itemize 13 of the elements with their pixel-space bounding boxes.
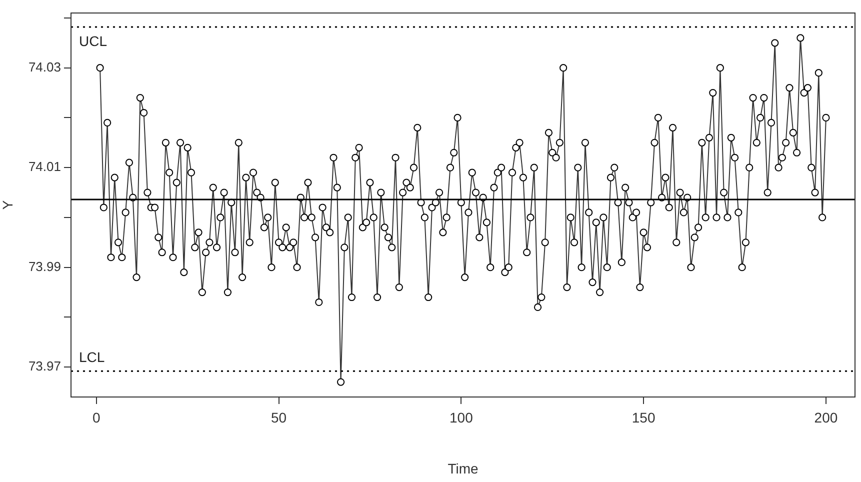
x-tick-label: 200 — [814, 409, 838, 426]
y-tick-label: 74.03 — [28, 59, 61, 74]
ref-line-label: UCL — [79, 32, 108, 49]
y-axis-title: Y — [0, 200, 16, 210]
x-tick-label: 150 — [632, 409, 656, 426]
x-tick-label: 50 — [270, 409, 287, 426]
x-axis-title: Time — [448, 460, 479, 476]
y-tick-label: 73.99 — [28, 258, 61, 274]
x-tick-label: 100 — [449, 409, 474, 426]
ref-line-label: LCL — [79, 348, 105, 365]
y-tick-label: 74.01 — [28, 159, 61, 174]
x-tick-label: 0 — [92, 409, 100, 426]
y-tick-label: 73.97 — [28, 358, 61, 374]
